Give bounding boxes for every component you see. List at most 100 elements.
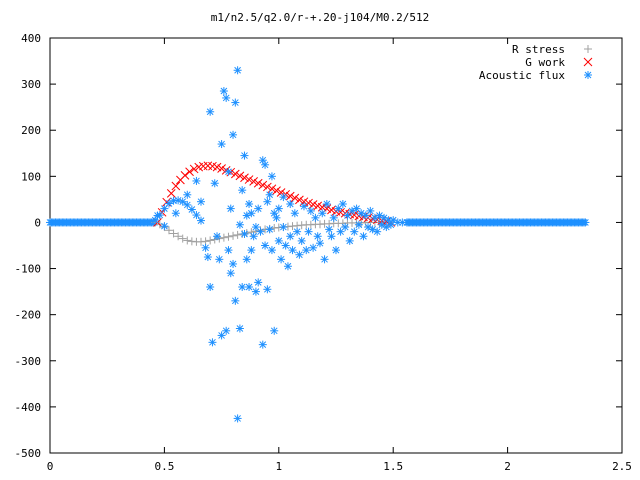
r-stress-point (219, 233, 228, 242)
acoustic-flux-point (350, 227, 359, 236)
acoustic-flux-point (178, 197, 187, 206)
axis-ticks: 0 0.5 1 1.5 2 2.5 400 300 200 100 0 -100 -200 -300 -40… (15, 32, 632, 473)
legend-label: G work (525, 56, 565, 69)
acoustic-flux-point (210, 179, 219, 188)
y-tick-label: -200 (15, 309, 42, 322)
acoustic-flux-point (327, 232, 336, 241)
acoustic-flux-point (247, 246, 256, 255)
g-work-point (171, 181, 181, 191)
acoustic-flux-point (265, 190, 274, 199)
g-work-point (285, 191, 295, 201)
acoustic-flux-point (336, 227, 345, 236)
acoustic-flux-point (322, 200, 331, 208)
acoustic-flux-point (286, 200, 295, 208)
acoustic-flux-point (274, 204, 283, 213)
acoustic-flux-point (354, 220, 363, 229)
acoustic-flux-point (187, 205, 196, 214)
acoustic-flux-point (320, 255, 329, 264)
acoustic-flux-point (318, 209, 327, 218)
acoustic-flux-point (265, 225, 274, 234)
g-work-point (235, 171, 245, 181)
y-tick-label: -400 (15, 401, 42, 414)
acoustic-flux-point (293, 227, 302, 236)
acoustic-flux-point (231, 98, 240, 107)
acoustic-flux-point (213, 232, 222, 241)
acoustic-flux-point (261, 241, 270, 250)
acoustic-flux-point (247, 209, 256, 218)
r-stress-point (206, 236, 215, 245)
legend-label: R stress (512, 43, 565, 56)
acoustic-flux-point (361, 211, 370, 220)
acoustic-flux-point (238, 186, 247, 195)
acoustic-flux-point (341, 223, 350, 232)
chart-title: m1/n2.5/q2.0/r-+.20-j104/M0.2/512 (211, 11, 430, 24)
acoustic-flux-point (309, 243, 318, 252)
r-stress-point (233, 230, 242, 239)
acoustic-flux-point (206, 107, 215, 116)
acoustic-flux-point (581, 218, 590, 227)
acoustic-flux-point (171, 209, 180, 218)
acoustic-flux-point (219, 87, 228, 96)
r-stress-point (169, 229, 178, 238)
x-tick-label: 1 (275, 460, 282, 473)
g-work-point (240, 173, 249, 183)
y-tick-label: 400 (21, 32, 41, 45)
acoustic-flux-point (217, 140, 226, 149)
acoustic-flux-point (267, 172, 276, 181)
acoustic-flux-point (277, 255, 286, 264)
acoustic-flux-point (254, 278, 263, 287)
g-work-point (295, 195, 304, 205)
acoustic-flux-point (290, 209, 299, 218)
legend-marker (584, 45, 592, 53)
g-work-point (258, 180, 268, 190)
acoustic-flux-point (338, 200, 347, 208)
acoustic-flux-point (242, 255, 251, 264)
plot-frame (49, 37, 623, 454)
r-stress-point (229, 231, 238, 240)
g-work-point (189, 164, 199, 174)
acoustic-flux-point (192, 176, 201, 185)
g-work-point (290, 193, 300, 203)
acoustic-flux-point (249, 232, 258, 241)
acoustic-flux-point (345, 236, 354, 245)
acoustic-flux-point (279, 193, 288, 202)
acoustic-flux-point (366, 206, 375, 215)
acoustic-flux-point (270, 326, 279, 335)
acoustic-flux-point (283, 262, 292, 271)
acoustic-flux-point (313, 232, 322, 241)
acoustic-flux-point (238, 283, 247, 291)
acoustic-flux-point (192, 211, 201, 220)
y-tick-label: 0 (34, 216, 41, 229)
acoustic-flux-point (226, 269, 235, 278)
g-work-point (272, 186, 281, 195)
y-tick-label: -300 (15, 355, 42, 368)
x-tick-label: 1.5 (383, 460, 403, 473)
acoustic-flux-point (224, 246, 233, 255)
acoustic-flux-point (251, 287, 260, 296)
acoustic-flux-point (306, 206, 315, 215)
acoustic-flux-point (197, 197, 206, 206)
acoustic-flux-point (208, 338, 217, 347)
acoustic-flux-point (226, 204, 235, 213)
acoustic-flux-point (295, 250, 304, 259)
acoustic-flux-point (160, 222, 169, 231)
legend-marker (584, 71, 592, 79)
acoustic-flux-point (272, 213, 281, 222)
acoustic-flux-point (235, 324, 244, 333)
acoustic-flux-point (288, 246, 297, 255)
g-work-point (166, 189, 176, 198)
g-work-point (162, 197, 172, 207)
g-work-point (230, 169, 240, 179)
acoustic-flux-point (325, 225, 334, 234)
acoustic-flux-point (258, 340, 267, 349)
y-tick-label: -100 (15, 263, 42, 276)
x-tick-label: 2 (504, 460, 511, 473)
g-work-point (217, 164, 226, 173)
acoustic-flux-point (286, 232, 295, 241)
g-work-point (185, 167, 194, 177)
data-marks (46, 66, 590, 423)
g-work-point (180, 171, 190, 180)
r-stress-point (224, 232, 233, 241)
